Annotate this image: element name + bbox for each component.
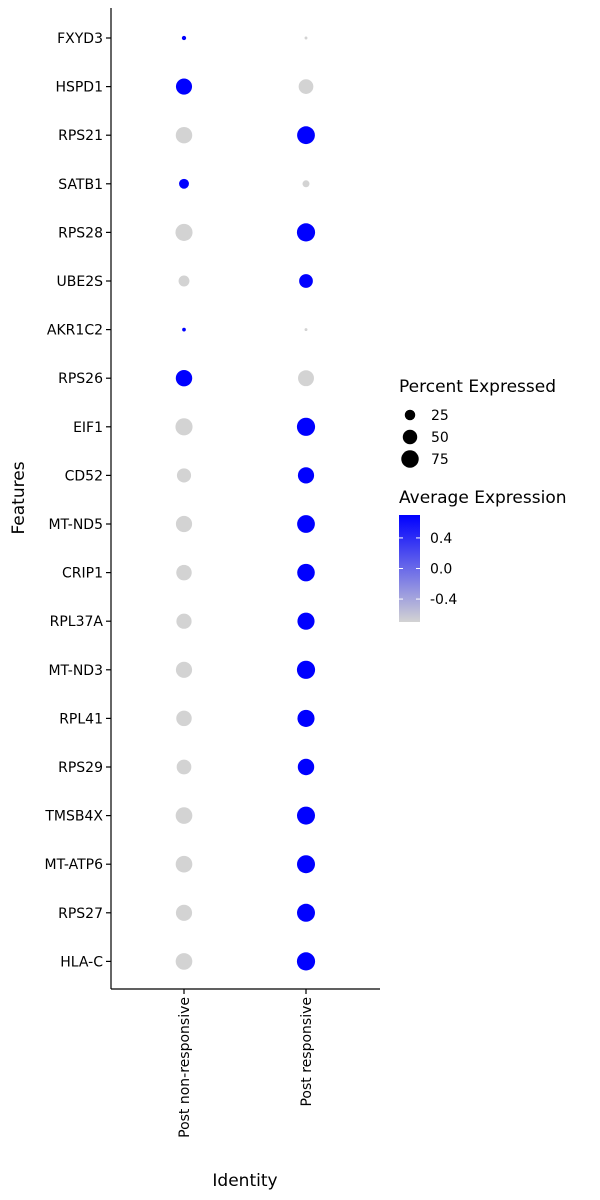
- data-point: [175, 223, 193, 241]
- y-tick-label: CD52: [65, 468, 103, 484]
- color-legend-label: 0.0: [430, 562, 452, 578]
- data-point: [182, 327, 186, 332]
- data-point: [175, 661, 193, 678]
- x-axis-title: Identity: [212, 1171, 277, 1191]
- data-point: [175, 515, 193, 533]
- y-tick-label: UBE2S: [57, 274, 104, 290]
- size-legend-title: Percent Expressed: [399, 377, 556, 397]
- data-point: [302, 180, 310, 188]
- data-point: [297, 515, 315, 533]
- y-tick-label: SATB1: [58, 177, 103, 193]
- data-point: [175, 953, 193, 970]
- data-point: [296, 660, 316, 679]
- data-point: [178, 275, 190, 287]
- data-point: [297, 855, 315, 874]
- data-point: [175, 807, 193, 824]
- size-legend-label: 25: [431, 408, 449, 424]
- y-tick-label: TMSB4X: [44, 809, 103, 825]
- data-point: [176, 468, 192, 483]
- data-point: [175, 855, 193, 873]
- y-tick-label: HSPD1: [55, 80, 103, 96]
- data-point: [298, 370, 314, 387]
- size-legend-key: [401, 450, 419, 468]
- y-tick-label: MT-ND5: [48, 517, 103, 533]
- y-tick-label: RPS26: [58, 371, 103, 387]
- y-tick-label: RPL41: [59, 711, 103, 727]
- y-axis-ticks: FXYD3 HSPD1 RPS21 SATB1 RPS28 UBE2S AKR1C2 RPS2…: [44, 31, 111, 970]
- color-legend: Average Expression 0.4 0.0 -0.4: [399, 488, 567, 622]
- y-tick-label: RPS28: [58, 225, 103, 241]
- size-legend-key: [404, 409, 416, 421]
- data-point: [297, 903, 315, 922]
- y-axis-title: Features: [9, 461, 29, 534]
- y-tick-label: HLA-C: [60, 954, 103, 970]
- x-tick-label: Post non-responsive: [177, 997, 193, 1138]
- data-point: [297, 758, 315, 776]
- y-tick-label: RPL37A: [50, 614, 104, 630]
- x-axis-ticks: Post non-responsive Post responsive: [177, 989, 315, 1138]
- color-legend-bar: [399, 515, 420, 622]
- y-tick-label: AKR1C2: [47, 323, 103, 339]
- data-point: [297, 806, 315, 825]
- data-point: [179, 178, 189, 189]
- y-tick-label: RPS21: [58, 128, 103, 144]
- y-tick-label: RPS29: [58, 760, 103, 776]
- y-tick-label: RPS27: [58, 906, 103, 922]
- data-point: [175, 418, 193, 436]
- data-point: [296, 417, 316, 436]
- data-point: [176, 564, 192, 581]
- y-tick-label: MT-ND3: [48, 663, 103, 679]
- y-tick-label: EIF1: [73, 420, 103, 436]
- data-point: [175, 78, 193, 95]
- data-point: [297, 612, 315, 630]
- data-point: [175, 369, 193, 387]
- data-point: [296, 223, 316, 242]
- y-tick-label: CRIP1: [62, 566, 103, 582]
- data-point: [299, 274, 313, 288]
- data-point: [176, 759, 192, 775]
- plot-panel: [110, 8, 380, 990]
- data-point: [296, 952, 316, 971]
- data-point: [304, 36, 308, 40]
- size-legend-label: 75: [431, 452, 449, 468]
- data-point: [297, 126, 315, 145]
- data-point: [298, 79, 314, 94]
- data-point: [176, 710, 192, 727]
- y-tick-label: MT-ATP6: [45, 857, 104, 873]
- color-legend-title: Average Expression: [399, 488, 567, 508]
- data-point: [181, 35, 187, 41]
- size-legend-label: 50: [431, 430, 449, 446]
- data-points: [175, 35, 316, 971]
- x-tick-label: Post responsive: [299, 997, 315, 1107]
- data-point: [304, 328, 308, 332]
- data-point: [175, 904, 193, 921]
- size-legend-key: [402, 429, 418, 445]
- data-point: [175, 126, 193, 144]
- color-legend-label: 0.4: [430, 531, 452, 547]
- color-legend-label: -0.4: [430, 592, 457, 608]
- size-legend: Percent Expressed 25 50 75: [399, 377, 556, 468]
- data-point: [297, 467, 315, 484]
- data-point: [297, 709, 315, 727]
- data-point: [176, 613, 192, 629]
- y-tick-label: FXYD3: [57, 31, 103, 47]
- data-point: [297, 563, 315, 582]
